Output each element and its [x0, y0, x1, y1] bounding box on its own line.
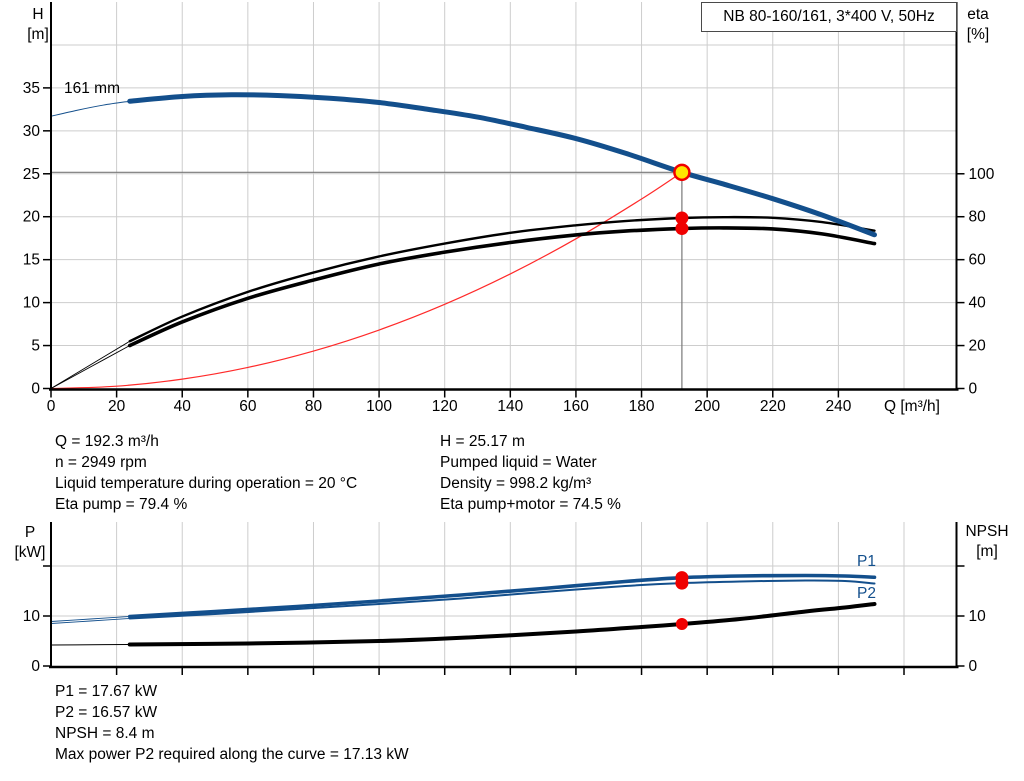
p1-curve — [127, 573, 877, 619]
x-tick-label: 100 — [366, 398, 392, 415]
right-tick-label: 60 — [969, 252, 987, 269]
info-column-left: Q = 192.3 m³/h n = 2949 rpm Liquid tempe… — [55, 431, 357, 515]
curve-value-marker — [675, 618, 688, 630]
eta-pump-motor-curve-lead-in — [50, 345, 131, 389]
info-liquid-temperature: Liquid temperature during operation = 20… — [55, 475, 358, 492]
info-head: H = 25.17 m — [440, 433, 525, 450]
x-tick-label: 160 — [563, 398, 589, 415]
x-tick-label: 0 — [47, 398, 56, 415]
p2-curve-lead-in — [50, 618, 131, 624]
pump-title-text: NB 80-160/161, 3*400 V, 50Hz — [723, 8, 935, 25]
p2-curve — [128, 579, 876, 620]
curve-value-marker — [675, 222, 689, 236]
x-tick-label: 180 — [629, 398, 655, 415]
result-column: P1 = 17.67 kW P2 = 16.57 kW NPSH = 8.4 m… — [55, 681, 409, 765]
right-tick-label: 0 — [969, 381, 978, 398]
x-tick-label: 200 — [694, 398, 720, 415]
npsh-axis-label-unit: [m] — [976, 543, 998, 560]
right-tick-label: 20 — [969, 338, 987, 355]
eta-pump-motor-curve — [127, 226, 877, 348]
left-tick-label: 30 — [23, 123, 41, 140]
x-tick-label: 220 — [760, 398, 786, 415]
x-tick-label: 240 — [825, 398, 851, 415]
right-tick-label: 0 — [969, 658, 978, 675]
eta-pump-curve — [128, 215, 876, 343]
p1-curve-lead-in — [50, 616, 131, 622]
npsh-curve — [127, 602, 877, 647]
right-tick-label: 100 — [969, 166, 995, 183]
info-density: Density = 998.2 kg/m³ — [440, 475, 592, 492]
left-tick-label: 5 — [31, 338, 40, 355]
p2-curve-label: P2 — [857, 585, 876, 602]
pump-title-box: NB 80-160/161, 3*400 V, 50Hz — [701, 2, 957, 32]
h-axis-label-unit: [m] — [27, 26, 49, 43]
h-axis-label: H [m] — [12, 5, 64, 45]
eta-axis-label-symbol: eta — [967, 6, 989, 23]
x-tick-label: 80 — [305, 398, 323, 415]
x-tick-label: 120 — [432, 398, 458, 415]
duty-point-marker — [673, 163, 691, 182]
left-tick-label: 25 — [23, 166, 40, 183]
eta-axis-label: eta [%] — [952, 5, 1004, 45]
npsh-axis-label-symbol: NPSH — [965, 523, 1009, 540]
eta-pump-curve-lead-in — [50, 340, 131, 389]
left-tick-label: 0 — [31, 658, 40, 675]
p-axis-label: P [kW] — [4, 523, 56, 563]
x-tick-label: 140 — [497, 398, 523, 415]
left-tick-label: 10 — [23, 608, 41, 625]
npsh-axis-label: NPSH [m] — [956, 522, 1018, 562]
left-tick-label: 0 — [31, 381, 40, 398]
curve-value-marker — [675, 211, 689, 225]
q-axis-label: Q [m³/h] — [884, 398, 940, 415]
h-axis-label-symbol: H — [32, 6, 44, 23]
right-tick-label: 40 — [969, 295, 987, 312]
right-tick-label: 80 — [969, 209, 987, 226]
left-tick-label: 10 — [23, 295, 41, 312]
result-p2: P2 = 16.57 kW — [55, 704, 158, 721]
info-eta-pump: Eta pump = 79.4 % — [55, 496, 188, 513]
left-tick-label: 15 — [23, 252, 40, 269]
info-column-right: H = 25.17 m Pumped liquid = Water Densit… — [440, 431, 621, 515]
eta-axis-label-unit: [%] — [966, 26, 990, 43]
curve-value-marker — [675, 576, 689, 590]
x-tick-label: 60 — [239, 398, 257, 415]
info-eta-pump-motor: Eta pump+motor = 74.5 % — [440, 496, 621, 513]
info-q: Q = 192.3 m³/h — [55, 433, 159, 450]
p-axis-label-unit: [kW] — [14, 544, 46, 561]
x-tick-label: 40 — [174, 398, 192, 415]
left-tick-label: 20 — [23, 209, 41, 226]
right-tick-label: 10 — [969, 608, 987, 625]
p-axis-label-symbol: P — [24, 524, 36, 541]
info-pumped-liquid: Pumped liquid = Water — [440, 454, 597, 471]
system-curve — [50, 171, 683, 390]
result-p1: P1 = 17.67 kW — [55, 683, 158, 700]
impeller-diameter-label: 161 mm — [64, 80, 120, 97]
left-tick-label: 35 — [23, 80, 40, 97]
npsh-curve-lead-in — [50, 644, 131, 646]
info-speed: n = 2949 rpm — [55, 454, 147, 471]
result-npsh: NPSH = 8.4 m — [55, 725, 155, 742]
p1-curve-label: P1 — [857, 553, 876, 570]
head-curve-161mm-lead-in — [50, 100, 131, 117]
head-curve-161mm — [127, 92, 877, 238]
result-max-p2: Max power P2 required along the curve = … — [55, 746, 409, 763]
x-tick-label: 20 — [108, 398, 126, 415]
